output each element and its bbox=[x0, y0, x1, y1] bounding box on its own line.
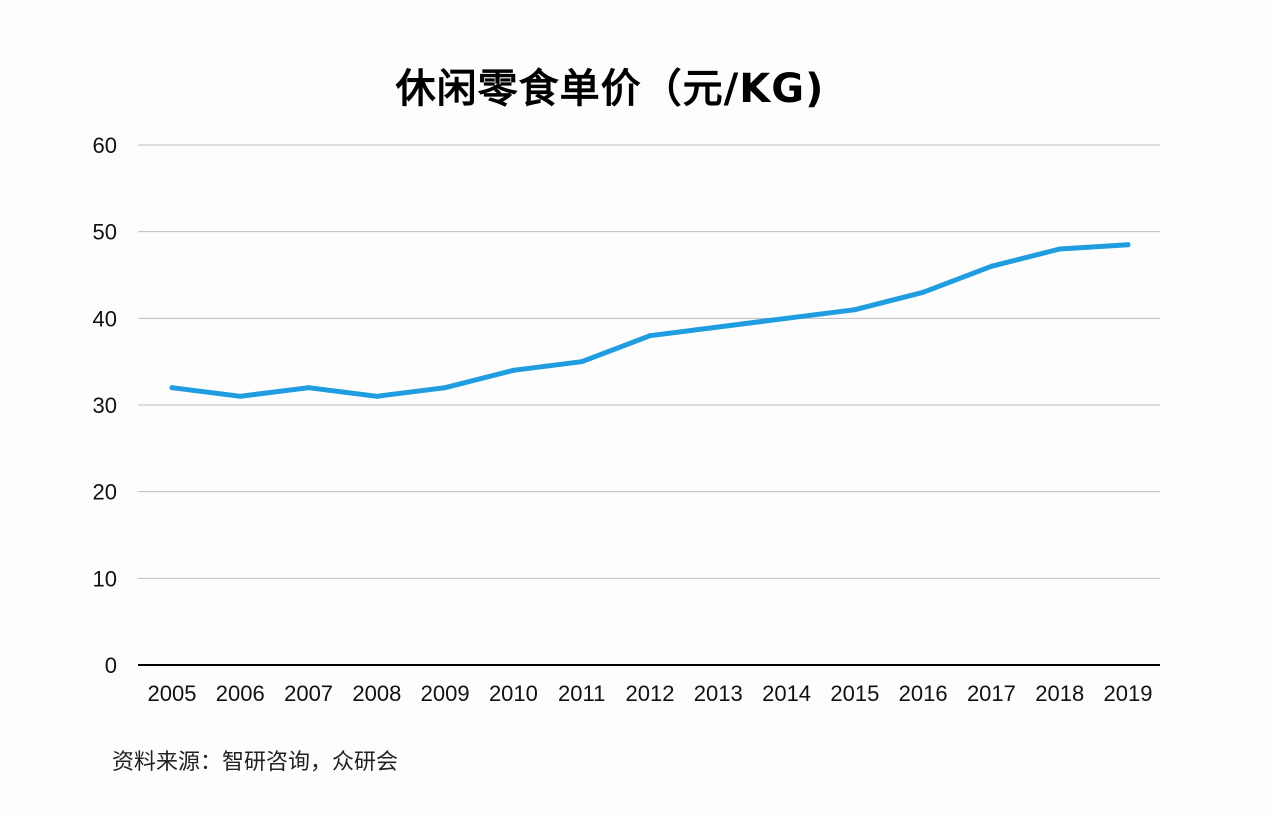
data-point bbox=[920, 289, 926, 295]
data-point bbox=[374, 393, 380, 399]
x-tick-label: 2013 bbox=[694, 681, 743, 706]
gridlines bbox=[138, 144, 1160, 666]
x-tick-label: 2005 bbox=[148, 681, 197, 706]
x-tick-label: 2011 bbox=[558, 681, 605, 706]
y-tick-label: 30 bbox=[93, 393, 117, 418]
series-layer bbox=[169, 242, 1131, 399]
data-point bbox=[510, 367, 516, 373]
data-point bbox=[237, 393, 243, 399]
x-tick-label: 2009 bbox=[421, 681, 470, 706]
x-tick-label: 2018 bbox=[1035, 681, 1084, 706]
data-point bbox=[784, 315, 790, 321]
x-tick-label: 2017 bbox=[967, 681, 1016, 706]
x-tick-label: 2010 bbox=[489, 681, 538, 706]
data-point bbox=[306, 385, 312, 391]
data-point bbox=[988, 263, 994, 269]
source-note: 资料来源：智研咨询，众研会 bbox=[112, 750, 399, 775]
y-tick-label: 0 bbox=[105, 653, 117, 678]
data-point bbox=[852, 307, 858, 313]
data-point bbox=[647, 333, 653, 339]
x-tick-label: 2006 bbox=[216, 681, 265, 706]
data-point bbox=[715, 324, 721, 330]
x-tick-label: 2008 bbox=[352, 681, 401, 706]
y-axis-ticks: 0 10 20 30 40 50 60 bbox=[93, 133, 117, 678]
y-tick-label: 40 bbox=[93, 306, 117, 331]
x-tick-label: 2015 bbox=[830, 681, 879, 706]
chart-title: 休闲零食单价（元/KG) bbox=[395, 66, 825, 112]
y-tick-label: 10 bbox=[93, 566, 117, 591]
x-tick-label: 2016 bbox=[899, 681, 948, 706]
x-tick-label: 2007 bbox=[284, 681, 333, 706]
x-tick-label: 2019 bbox=[1104, 681, 1153, 706]
y-tick-label: 20 bbox=[93, 480, 117, 505]
data-point bbox=[1057, 246, 1063, 252]
x-tick-label: 2014 bbox=[762, 681, 811, 706]
y-tick-label: 50 bbox=[93, 220, 117, 245]
data-point bbox=[442, 385, 448, 391]
y-tick-label: 60 bbox=[93, 133, 117, 158]
x-axis-ticks: 2005 2006 2007 2008 2009 2010 2011 2012 2013 2014… bbox=[148, 681, 1153, 706]
series-line bbox=[169, 242, 1131, 399]
data-point bbox=[579, 359, 585, 365]
x-tick-label: 2012 bbox=[626, 681, 675, 706]
data-point bbox=[1125, 242, 1131, 248]
data-point bbox=[169, 385, 175, 391]
